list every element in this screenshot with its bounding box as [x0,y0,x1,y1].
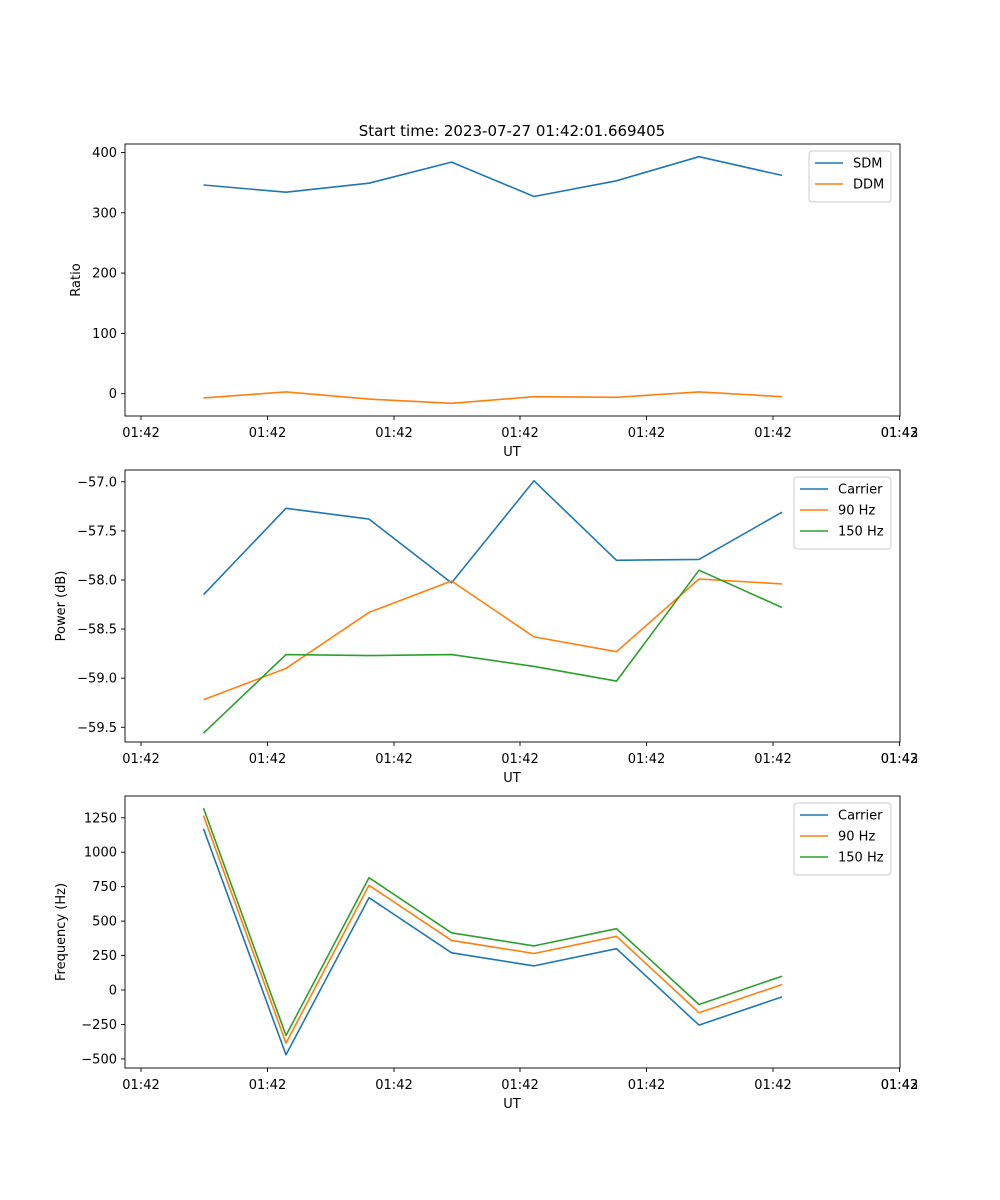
x-tick-label: 01:42 [628,426,665,441]
y-axis-label: Ratio [69,263,84,296]
y-tick-label: −59.5 [77,721,117,736]
x-tick-label: 01:42 [628,752,665,767]
y-axis-label: Frequency (Hz) [54,883,69,981]
x-tick-label: 01:43 [881,1078,918,1093]
x-tick-label: 01:42 [375,752,412,767]
y-axis-label: Power (dB) [54,571,69,642]
x-tick-label: 01:42 [122,752,159,767]
x-tick-label: 01:42 [754,1078,791,1093]
y-tick-label: 0 [109,387,117,402]
x-tick-label: 01:42 [501,752,538,767]
series-line-150-hz [202,569,783,734]
y-tick-label: −250 [81,1018,117,1033]
x-tick-label: 01:42 [881,752,918,767]
legend-label: 150 Hz [838,851,884,866]
x-tick-label: 01:42 [122,426,159,441]
series-line-90-hz [203,578,783,701]
y-tick-label: −59.0 [77,672,117,687]
x-tick-label: 01:43 [881,752,918,767]
x-axis-label: UT [503,445,521,460]
panel-2: −59.5 −59.0 −58.5 −58.0 −57.5 −57.0 01:42 01:42… [54,469,918,786]
y-tick-label: 750 [92,880,117,895]
y-tick-label: −58.0 [77,573,117,588]
y-tick-label: 0 [109,984,117,999]
x-tick-label: 01:42 [249,426,286,441]
legend-label: DDM [853,178,884,193]
x-tick-label: 01:42 [628,1078,665,1093]
axes-frame [124,469,901,743]
x-tick-label: 01:42 [754,426,791,441]
x-tick-label: 01:42 [375,426,412,441]
x-tick-label: 01:42 [249,752,286,767]
x-tick-label: 01:42 [375,1078,412,1093]
series-line-carrier [202,479,783,596]
figure-title: Start time: 2023-07-27 01:42:01.669405 [359,122,665,140]
y-tick-label: 1000 [84,846,117,861]
y-tick-label: −57.5 [77,524,117,539]
series-line-150-hz [202,807,783,1037]
x-tick-label: 01:42 [881,426,918,441]
x-axis-label: UT [503,771,521,786]
x-tick-label: 01:42 [881,1078,918,1093]
series-line-ddm [203,391,783,405]
x-tick-label: 01:42 [122,1078,159,1093]
axes-frame [124,143,901,417]
y-tick-label: 300 [92,206,117,221]
y-tick-label: 200 [92,267,117,282]
y-tick-label: 500 [92,915,117,930]
y-tick-label: −57.0 [77,475,117,490]
legend-label: Carrier [838,809,883,824]
x-tick-label: 01:42 [501,426,538,441]
x-tick-label: 01:42 [249,1078,286,1093]
legend-label: Carrier [838,483,883,498]
series-line-90-hz [202,815,783,1044]
y-tick-label: 400 [92,146,117,161]
y-tick-label: −58.5 [77,623,117,638]
legend-label: 150 Hz [838,525,884,540]
legend-label: 90 Hz [838,504,875,519]
x-tick-label: 01:43 [881,426,918,441]
legend-label: 90 Hz [838,830,875,845]
y-tick-label: 100 [92,327,117,342]
series-line-carrier [202,828,783,1056]
axes-frame [124,795,901,1069]
x-tick-label: 01:42 [754,752,791,767]
series-line-sdm [203,155,783,198]
x-axis-label: UT [503,1097,521,1112]
y-tick-label: 250 [92,949,117,964]
legend-label: SDM [853,157,882,172]
y-tick-label: −500 [81,1052,117,1067]
y-tick-label: 1250 [84,811,117,826]
x-tick-label: 01:42 [501,1078,538,1093]
